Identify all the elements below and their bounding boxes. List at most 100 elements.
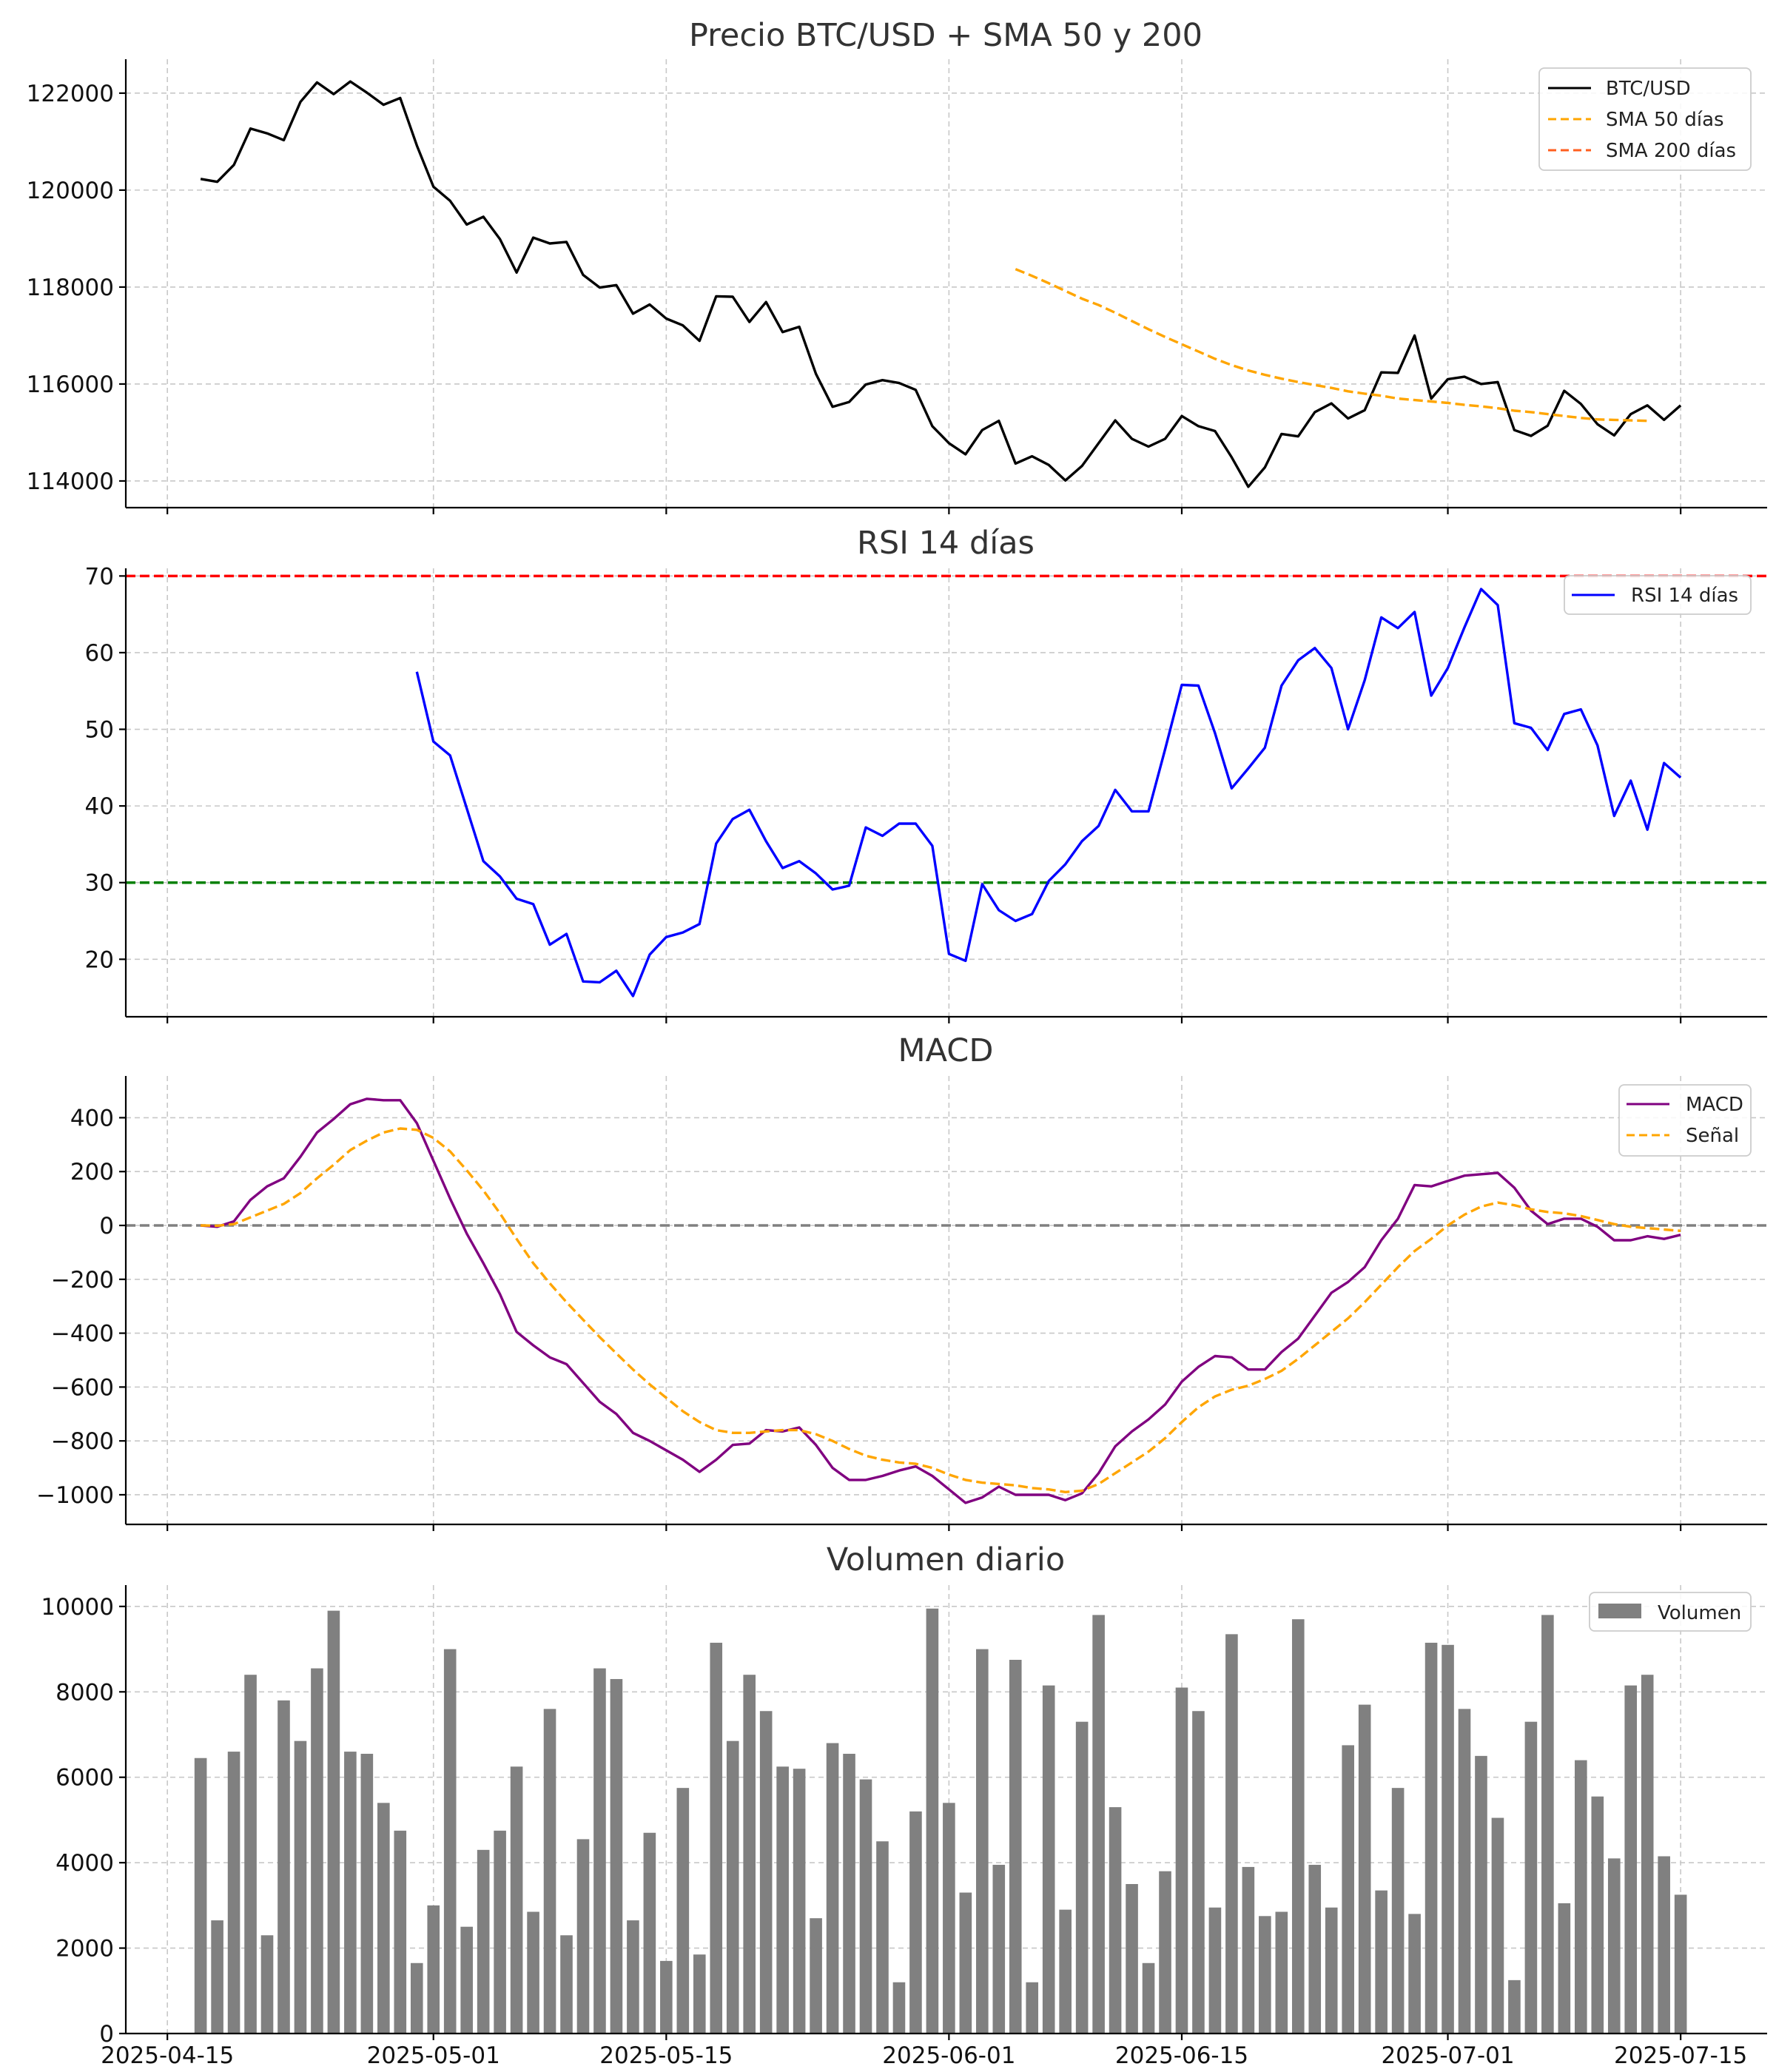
volume-bar (278, 1700, 290, 2034)
volume-bar (477, 1849, 490, 2034)
price-panel: Precio BTC/USD + SMA 50 y 200 114000 1160… (27, 17, 1767, 514)
volume-bar (1391, 1788, 1405, 2034)
volume-bar (294, 1740, 307, 2034)
price-marks: 114000 116000 118000 120000 122000 (27, 59, 1767, 514)
volume-bar (776, 1766, 789, 2034)
volume-bar (593, 1668, 606, 2034)
volume-bar (1308, 1865, 1322, 2034)
volume-bar (1291, 1619, 1305, 2034)
volume-bar (676, 1788, 690, 2034)
volume-bar (560, 1935, 573, 2034)
volume-bar (244, 1675, 257, 2034)
volume-bar (1358, 1704, 1371, 2034)
price-ytick-label: 118000 (27, 275, 114, 301)
volume-bar (1424, 1642, 1438, 2034)
volume-bar (1225, 1634, 1238, 2034)
volume-bar (1541, 1615, 1554, 2034)
volume-bar (394, 1830, 407, 2034)
volume-bar (1325, 1907, 1338, 2034)
volume-bar (1558, 1903, 1571, 2034)
volume-bar (943, 1803, 955, 2034)
volume-bar (377, 1803, 390, 2034)
volume-bar (876, 1841, 889, 2034)
volume-bar (1192, 1711, 1205, 2034)
volume-bar (410, 1962, 423, 2034)
volume-bar (1259, 1916, 1271, 2034)
price-ytick-label: 116000 (27, 371, 114, 398)
volume-chart-title: Volumen diario (827, 1541, 1065, 1578)
macd-ytick-label: −200 (51, 1267, 114, 1294)
volume-bar (793, 1769, 806, 2034)
price-series-0-line (200, 80, 1682, 488)
macd-panel: MACD −1000 −800 −600 −400 −200 0 200 400 MACD S… (36, 1032, 1767, 1531)
rsi-ytick-label: 40 (85, 793, 114, 820)
rsi-ytick-label: 70 (85, 563, 114, 590)
volume-bar (327, 1610, 340, 2034)
volume-bar (759, 1711, 773, 2034)
x-tick-label: 2025-06-01 (882, 2042, 1015, 2069)
volume-legend[interactable]: Volumen (1589, 1592, 1752, 1632)
volume-bar (976, 1649, 989, 2034)
volume-bar (360, 1753, 374, 2034)
volume-bar (810, 1918, 822, 2034)
x-tick-label: 2025-05-15 (599, 2042, 733, 2069)
volume-legend-box (1589, 1592, 1752, 1632)
x-tick-label: 2025-07-01 (1381, 2042, 1514, 2069)
volume-bar (710, 1642, 723, 2034)
volume-bar (1075, 1721, 1089, 2034)
volume-bar (1342, 1745, 1355, 2034)
macd-legend[interactable]: MACD Señal (1618, 1084, 1752, 1157)
volume-bar (527, 1911, 539, 2034)
volume-ytick-label: 8000 (56, 1679, 114, 1706)
rsi-series-0-line (415, 588, 1682, 998)
x-tick-label: 2025-04-15 (101, 2042, 234, 2069)
volume-bar (660, 1960, 673, 2034)
macd-ytick-label: 200 (70, 1159, 114, 1185)
legend-swatch-volume (1598, 1604, 1641, 1618)
volume-bar (1208, 1907, 1222, 2034)
volume-bar (1142, 1962, 1155, 2034)
x-tick-label: 2025-05-01 (367, 2042, 500, 2069)
volume-bar (726, 1740, 739, 2034)
volume-bar (1408, 1914, 1421, 2034)
price-legend-box (1538, 67, 1752, 171)
rsi-legend[interactable]: RSI 14 días (1564, 575, 1752, 615)
volume-bar (643, 1832, 656, 2034)
volume-bar (743, 1675, 756, 2034)
volume-bar (1475, 1755, 1487, 2034)
volume-bar (1658, 1856, 1670, 2034)
volume-panel: Volumen diario 0 2000 4000 6000 8000 10000 202… (41, 1541, 1767, 2069)
volume-bar (1524, 1721, 1538, 2034)
volume-bar (627, 1920, 639, 2034)
rsi-ytick-label: 60 (85, 640, 114, 667)
volume-bar (1442, 1644, 1454, 2034)
volume-bar (260, 1935, 274, 2034)
volume-bar (443, 1649, 457, 2034)
x-tick-label: 2025-06-15 (1115, 2042, 1248, 2069)
volume-bar (1375, 1890, 1388, 2034)
macd-series-1-line (201, 1127, 1681, 1494)
volume-bar (1275, 1911, 1288, 2034)
volume-bar (859, 1779, 872, 2034)
rsi-panel: RSI 14 días 20 30 40 50 60 70 RSI 14 días (85, 525, 1767, 1023)
legend-label-btc: BTC/USD (1606, 78, 1691, 100)
price-ytick-label: 114000 (27, 468, 114, 495)
rsi-ytick-label: 30 (85, 870, 114, 897)
volume-ytick-label: 6000 (56, 1765, 114, 1792)
price-ytick-label: 120000 (27, 178, 114, 204)
volume-bar (427, 1905, 440, 2034)
volume-bar (1508, 1980, 1521, 2034)
volume-bar (1491, 1817, 1504, 2034)
x-tick-label: 2025-07-15 (1614, 2042, 1747, 2069)
legend-label-rsi: RSI 14 días (1631, 585, 1738, 607)
rsi-ytick-label: 50 (85, 717, 114, 744)
legend-label-sma200: SMA 200 días (1606, 140, 1736, 162)
rsi-chart-title: RSI 14 días (857, 525, 1035, 562)
volume-bar (909, 1811, 922, 2034)
volume-bar (460, 1926, 473, 2034)
volume-bar (543, 1709, 556, 2034)
volume-ytick-label: 2000 (56, 1936, 114, 1962)
price-legend[interactable]: BTC/USD SMA 50 días SMA 200 días (1538, 67, 1752, 171)
macd-ytick-label: −1000 (36, 1482, 114, 1509)
